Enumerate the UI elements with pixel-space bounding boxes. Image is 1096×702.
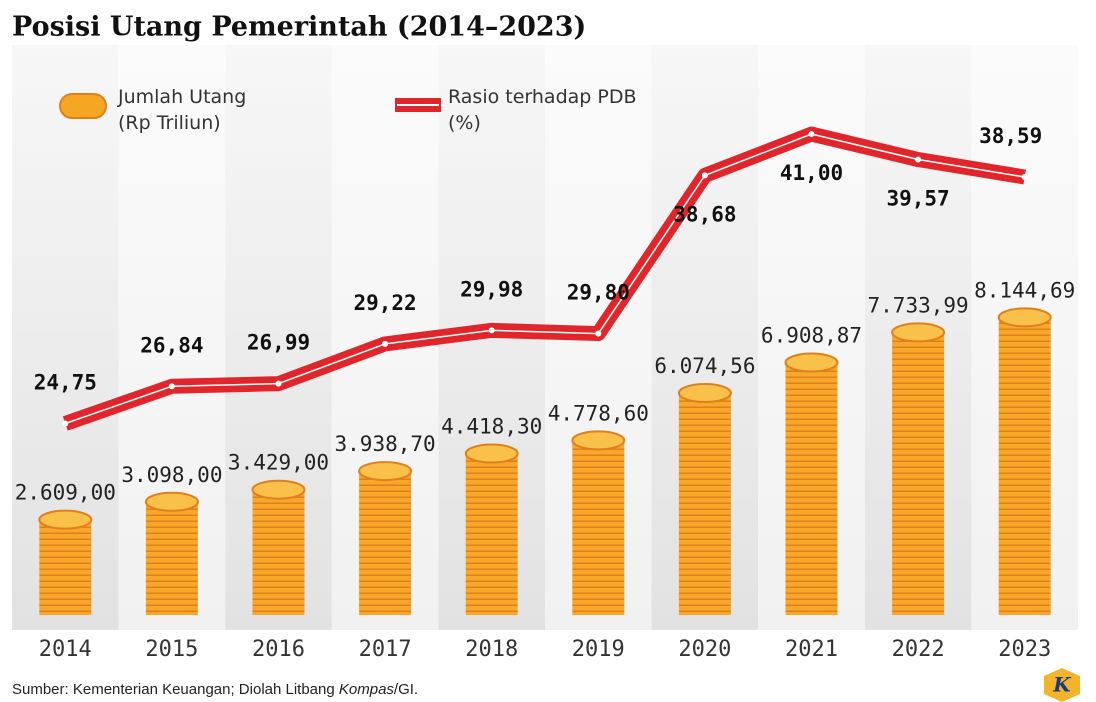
coin-top: [679, 384, 731, 402]
line-point: [382, 341, 388, 347]
chart-title: Posisi Utang Pemerintah (2014–2023): [12, 12, 586, 43]
line-point: [169, 383, 175, 389]
value-label: 6.908,87: [761, 324, 862, 348]
bar: [253, 490, 305, 615]
bar: [999, 317, 1051, 615]
line-point: [702, 172, 708, 178]
coin-top: [572, 431, 624, 449]
legend-label: Rasio terhadap PDB (%): [448, 84, 638, 136]
x-tick-label: 2018: [465, 637, 518, 662]
line-point: [809, 131, 815, 137]
line-point: [915, 157, 921, 163]
source: Sumber: Kementerian Keuangan; Diolah Lit…: [12, 681, 418, 698]
line-point: [1022, 174, 1028, 180]
value-label: 38,59: [979, 124, 1042, 148]
coin-top: [359, 462, 411, 480]
x-tick-label: 2019: [572, 637, 625, 662]
bar: [39, 520, 91, 615]
page: Posisi Utang Pemerintah (2014–2023) 2014…: [0, 0, 1096, 702]
coin-top: [892, 323, 944, 341]
x-tick-label: 2022: [892, 637, 945, 662]
x-tick-label: 2014: [39, 637, 92, 662]
coin-top: [39, 511, 91, 529]
source-prefix: Sumber: Kementerian Keuangan; Diolah Lit…: [12, 681, 339, 698]
line-point: [276, 381, 282, 387]
x-tick-label: 2023: [998, 637, 1051, 662]
bar: [892, 332, 944, 615]
value-label: 24,75: [34, 371, 97, 395]
bar: [466, 454, 518, 615]
value-label: 29,98: [460, 277, 523, 301]
value-label: 3.429,00: [228, 451, 329, 475]
value-label: 4.778,60: [548, 401, 649, 425]
bar: [359, 471, 411, 615]
bar: [572, 440, 624, 615]
bar: [146, 502, 198, 615]
bar: [679, 393, 731, 615]
coin-top: [786, 354, 838, 372]
legend-swatch-coin: [60, 94, 106, 118]
bar: [786, 363, 838, 615]
value-label: 6.074,56: [654, 354, 755, 378]
value-label: 26,84: [140, 333, 203, 357]
value-label: 4.418,30: [441, 415, 542, 439]
x-tick-label: 2016: [252, 637, 305, 662]
line-point: [62, 421, 68, 427]
value-label: 29,22: [353, 291, 416, 315]
source-italic: Kompas: [339, 681, 395, 698]
line-point: [489, 327, 495, 333]
value-label: 8.144,69: [974, 278, 1075, 302]
value-label: 3.938,70: [335, 432, 436, 456]
x-tick-label: 2017: [359, 637, 412, 662]
legend-label: Jumlah Utang (Rp Triliun): [118, 84, 268, 136]
x-tick-label: 2021: [785, 637, 838, 662]
line-point: [595, 331, 601, 337]
coin-top: [999, 308, 1051, 326]
x-tick-label: 2020: [678, 637, 731, 662]
value-label: 7.733,99: [868, 293, 969, 317]
coin-top: [146, 493, 198, 511]
value-label: 3.098,00: [121, 463, 222, 487]
value-label: 29,80: [567, 281, 630, 305]
coin-top: [253, 481, 305, 499]
logo: K: [1052, 673, 1072, 697]
x-tick-label: 2015: [145, 637, 198, 662]
source-suffix: /GI.: [394, 681, 418, 698]
coin-top: [466, 445, 518, 463]
value-label: 41,00: [780, 161, 843, 185]
value-label: 2.609,00: [15, 481, 116, 505]
value-label: 38,68: [673, 202, 736, 226]
value-label: 39,57: [886, 187, 949, 211]
value-label: 26,99: [247, 331, 310, 355]
